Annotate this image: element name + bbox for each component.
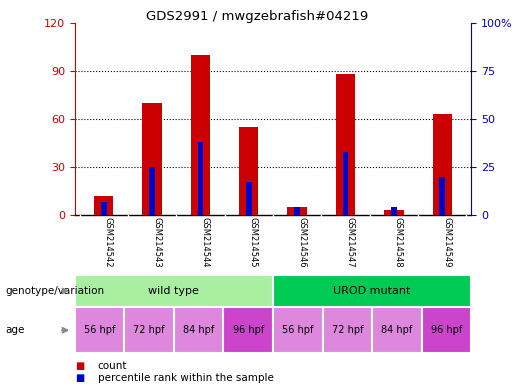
Text: GSM214546: GSM214546 <box>297 217 306 267</box>
Bar <box>384 210 404 215</box>
Text: GSM214547: GSM214547 <box>346 217 354 267</box>
Text: wild type: wild type <box>148 286 199 296</box>
Text: 56 hpf: 56 hpf <box>84 325 115 335</box>
Text: GSM214545: GSM214545 <box>249 217 258 267</box>
Text: GSM214542: GSM214542 <box>104 217 113 267</box>
Text: 72 hpf: 72 hpf <box>332 325 363 335</box>
Text: 84 hpf: 84 hpf <box>183 325 214 335</box>
Bar <box>94 196 113 215</box>
Bar <box>246 182 252 215</box>
Text: 84 hpf: 84 hpf <box>381 325 413 335</box>
Bar <box>372 307 422 353</box>
Text: GDS2991 / mwgzebrafish#04219: GDS2991 / mwgzebrafish#04219 <box>146 10 369 23</box>
Bar <box>142 103 162 215</box>
Text: ■: ■ <box>75 373 84 383</box>
Text: 56 hpf: 56 hpf <box>282 325 314 335</box>
Text: 96 hpf: 96 hpf <box>431 325 462 335</box>
Bar <box>287 207 307 215</box>
Bar <box>391 207 397 215</box>
Bar <box>273 275 471 307</box>
Text: GSM214548: GSM214548 <box>394 217 403 267</box>
Bar <box>124 307 174 353</box>
Bar <box>174 307 224 353</box>
Bar <box>336 74 355 215</box>
Bar <box>198 142 203 215</box>
Bar <box>273 307 322 353</box>
Text: 72 hpf: 72 hpf <box>133 325 165 335</box>
Bar <box>75 275 273 307</box>
Bar <box>422 307 471 353</box>
Text: count: count <box>98 361 127 371</box>
Text: percentile rank within the sample: percentile rank within the sample <box>98 373 274 383</box>
Text: UROD mutant: UROD mutant <box>333 286 411 296</box>
Bar <box>433 114 452 215</box>
Text: ■: ■ <box>75 361 84 371</box>
Bar <box>224 307 273 353</box>
Bar <box>342 152 348 215</box>
Bar <box>191 55 210 215</box>
Bar <box>439 177 445 215</box>
Text: age: age <box>5 325 25 335</box>
Bar <box>101 202 107 215</box>
Bar <box>294 207 300 215</box>
Text: GSM214543: GSM214543 <box>152 217 161 267</box>
Bar <box>149 167 155 215</box>
Bar <box>75 307 124 353</box>
Text: 96 hpf: 96 hpf <box>233 325 264 335</box>
Text: genotype/variation: genotype/variation <box>5 286 104 296</box>
Text: GSM214549: GSM214549 <box>442 217 451 267</box>
Bar <box>239 127 259 215</box>
Text: GSM214544: GSM214544 <box>200 217 210 267</box>
Bar <box>322 307 372 353</box>
